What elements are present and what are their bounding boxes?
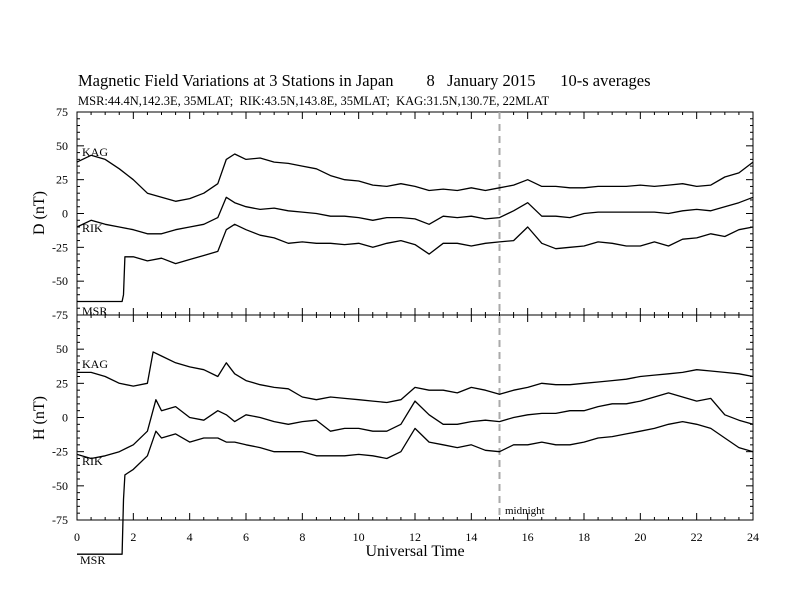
x-tick-label: 6: [243, 530, 249, 544]
h-y-tick-label: 0: [62, 411, 68, 425]
h-y-tick-label: -25: [52, 445, 68, 459]
h-label-msr: MSR: [80, 553, 105, 567]
d-series-rik: [76, 196, 754, 235]
tick-marks: [76, 111, 754, 521]
d-y-tick-label: 25: [56, 173, 68, 187]
d-label-kag: KAG: [82, 145, 108, 159]
h-y-tick-label: -75: [52, 513, 68, 527]
x-tick-label: 10: [353, 530, 365, 544]
d-y-tick-label: -25: [52, 240, 68, 254]
x-tick-label: 8: [299, 530, 305, 544]
d-series-group: [76, 153, 754, 303]
h-y-tick-label: 25: [56, 376, 68, 390]
d-label-rik: RIK: [82, 221, 103, 235]
x-tick-label: 14: [465, 530, 477, 544]
d-y-tick-label: 50: [56, 139, 68, 153]
x-tick-label: 12: [409, 530, 421, 544]
midnight-label: midnight: [505, 505, 545, 517]
d-series-kag: [76, 153, 754, 202]
chart-title: Magnetic Field Variations at 3 Stations …: [78, 71, 651, 90]
h-panel-frame: [76, 314, 754, 521]
h-label-kag: KAG: [82, 357, 108, 371]
x-tick-label: 20: [634, 530, 646, 544]
series-lines: [76, 153, 754, 555]
h-series-msr: [77, 420, 754, 555]
h-label-rik: RIK: [82, 454, 103, 468]
h-series-kag: [77, 351, 754, 404]
chart-subtitle: MSR:44.4N,142.3E, 35MLAT; RIK:43.5N,143.…: [78, 94, 550, 108]
d-axis-label: D (nT): [31, 191, 48, 235]
x-tick-label: 4: [187, 530, 193, 544]
d-panel-frame: [76, 111, 754, 316]
d-y-tick-label: 0: [62, 207, 68, 221]
h-y-tick-label: 50: [56, 342, 68, 356]
x-tick-label: 18: [578, 530, 590, 544]
d-label-msr: MSR: [82, 304, 107, 318]
d-series-msr: [77, 223, 754, 303]
d-y-tick-label: -50: [52, 274, 68, 288]
h-series-rik: [76, 392, 754, 460]
x-tick-label: 0: [74, 530, 80, 544]
h-axis-label: H (nT): [31, 396, 48, 440]
x-tick-label: 16: [522, 530, 534, 544]
x-axis-label: Universal Time: [365, 543, 464, 560]
h-series-group: [76, 351, 754, 555]
x-tick-label: 22: [691, 530, 703, 544]
x-tick-label: 24: [747, 530, 759, 544]
d-y-tick-label: -75: [52, 308, 68, 322]
d-y-tick-label: 75: [56, 105, 68, 119]
h-y-tick-label: -50: [52, 479, 68, 493]
x-tick-label: 2: [130, 530, 136, 544]
